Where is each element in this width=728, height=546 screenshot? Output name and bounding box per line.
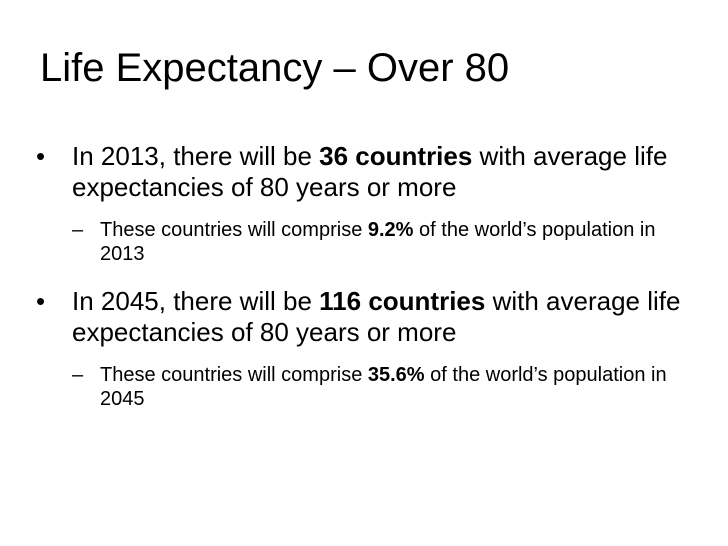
bullet-item: • In 2013, there will be 36 countries wi…	[36, 141, 696, 203]
sub-bullet-item: – These countries will comprise 35.6% of…	[72, 363, 692, 411]
sub-bullet-text-bold: 9.2%	[367, 219, 414, 241]
bullet-item: • In 2045, there will be 116 countries w…	[36, 286, 696, 348]
bullet-text: In 2045, there will be 116 countries wit…	[72, 286, 696, 348]
sub-bullet-marker: –	[72, 364, 84, 386]
sub-bullet-text: These countries will comprise 9.2% of th…	[100, 218, 692, 266]
bullet-text-bold: 36 countries	[319, 141, 473, 171]
sub-bullet-text: These countries will comprise 35.6% of t…	[100, 363, 692, 411]
bullet-text: In 2013, there will be 36 countries with…	[72, 141, 696, 203]
sub-bullet-text-pre: These countries will comprise	[100, 219, 368, 241]
sub-bullet-marker: –	[72, 219, 84, 241]
bullet-text-post: with average life expectancies of 80 yea…	[72, 141, 668, 202]
sub-bullet-text-bold: 35.6%	[367, 364, 425, 386]
slide-title: Life Expectancy – Over 80	[40, 46, 510, 90]
sub-bullet-text-post: of the world’s population in 2013	[100, 219, 656, 265]
bullet-text-pre: In 2045, there will be	[72, 286, 320, 316]
bullet-text-pre: In 2013, there will be	[72, 141, 320, 171]
sub-bullet-item: – These countries will comprise 9.2% of …	[72, 218, 692, 266]
sub-bullet-text-pre: These countries will comprise	[100, 364, 368, 386]
bullet-text-post: with average life expectancies of 80 yea…	[72, 286, 681, 347]
bullet-marker: •	[36, 141, 46, 171]
sub-bullet-text-post: of the world’s population in 2045	[100, 364, 667, 410]
bullet-text-bold: 116 countries	[319, 286, 486, 316]
bullet-marker: •	[36, 286, 46, 316]
